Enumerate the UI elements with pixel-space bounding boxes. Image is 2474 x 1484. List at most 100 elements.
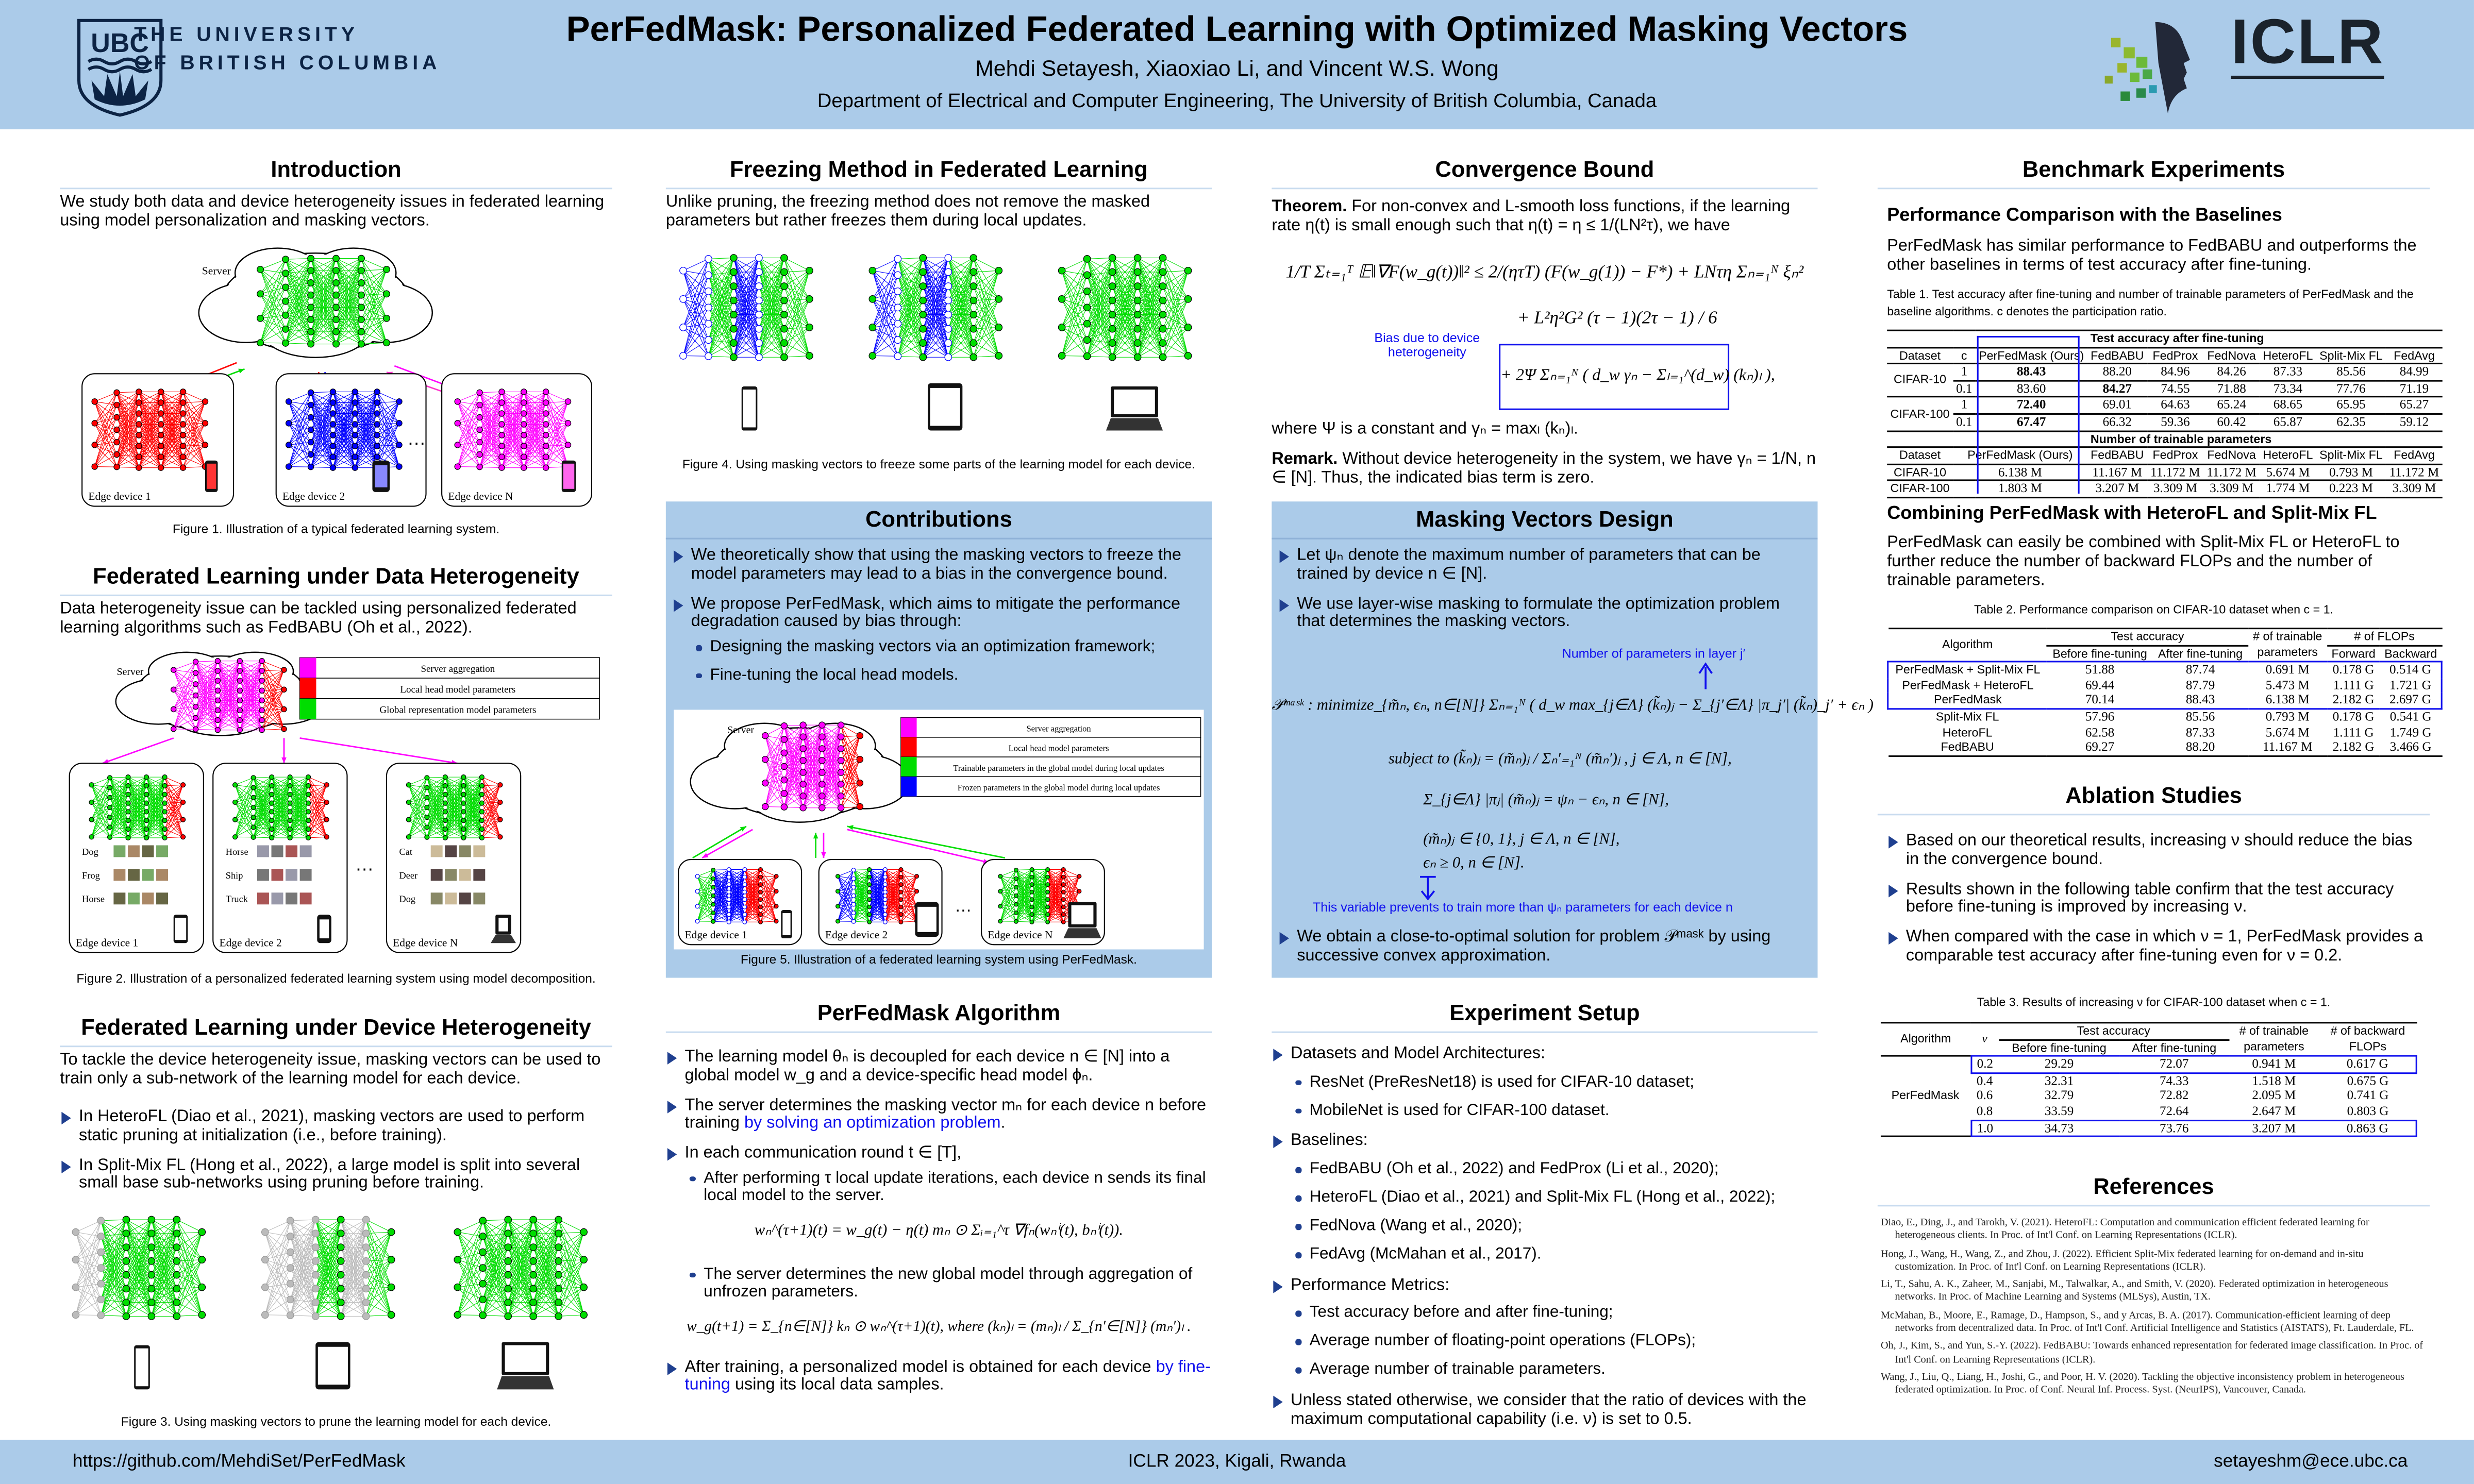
connection (784, 724, 804, 740)
connection (841, 735, 860, 749)
neuron (837, 745, 845, 752)
poster-title: PerFedMask: Personalized Federated Learn… (566, 9, 1908, 49)
connection (897, 356, 923, 358)
neuron (332, 255, 340, 262)
neuron (285, 420, 292, 427)
neuron (730, 254, 738, 262)
connection (759, 343, 784, 358)
connection (1086, 286, 1113, 308)
neuron (969, 339, 978, 347)
connection (260, 294, 286, 330)
connection (481, 819, 500, 838)
neuron (261, 1283, 269, 1291)
connection (803, 784, 823, 808)
connection (288, 392, 311, 467)
connection (126, 1302, 152, 1317)
connection (523, 413, 546, 468)
connection (733, 314, 759, 358)
neuron (136, 421, 142, 428)
connection (708, 272, 734, 324)
connection (760, 906, 777, 922)
connection (101, 1219, 126, 1221)
connection (445, 777, 464, 786)
neuron (995, 352, 1003, 360)
connection (176, 1302, 203, 1316)
connection (1086, 272, 1113, 357)
neuron (504, 1257, 512, 1265)
connection (290, 1247, 316, 1316)
legend-label: Server aggregation (1026, 723, 1091, 733)
neural-network (761, 721, 864, 812)
connection (288, 404, 311, 467)
connection (713, 895, 729, 907)
neuron (476, 389, 483, 396)
neuron (461, 783, 466, 789)
connection (733, 258, 759, 301)
connection (310, 417, 333, 435)
connection (872, 275, 898, 328)
connection (683, 259, 709, 299)
connection (482, 1220, 509, 1261)
neuron (107, 834, 113, 840)
neuron (179, 389, 187, 395)
connection (253, 794, 272, 837)
connection (288, 401, 311, 467)
connection (308, 784, 327, 786)
neuron (113, 463, 120, 470)
neuron (250, 785, 256, 790)
connection (377, 401, 399, 468)
connection (822, 724, 842, 749)
connection (408, 802, 427, 837)
neuron (726, 897, 731, 902)
neuron (1133, 268, 1142, 276)
neuron (837, 757, 845, 764)
connection (264, 1220, 291, 1315)
connection (1086, 275, 1113, 286)
neuron (1159, 353, 1167, 361)
edge-device-label: Edge device 2 (282, 490, 345, 502)
connection (783, 724, 804, 767)
connection (708, 291, 734, 315)
neuron (856, 732, 864, 739)
neuron (882, 882, 888, 887)
neuron (780, 339, 788, 347)
smartphone-icon (561, 460, 576, 492)
connection (285, 271, 311, 315)
connection (408, 807, 427, 820)
connection (923, 286, 949, 358)
connection (1062, 323, 1088, 328)
connection (286, 258, 311, 260)
neuron (851, 910, 856, 916)
neuron (352, 389, 358, 395)
connection (1086, 307, 1113, 329)
connection (872, 298, 898, 324)
sample-image-thumbnail (286, 892, 298, 905)
connection (340, 1261, 366, 1317)
connection (285, 301, 311, 308)
connection (182, 423, 206, 457)
connection (482, 1288, 509, 1316)
connection (853, 891, 870, 922)
connection (116, 402, 139, 467)
connection (457, 1299, 483, 1316)
neuron (1058, 295, 1066, 303)
neuron (476, 426, 483, 433)
connection (900, 876, 917, 878)
connection (683, 270, 709, 324)
connection (479, 392, 502, 467)
neuron (818, 804, 826, 812)
sample-image-thumbnail (113, 892, 126, 905)
connection (315, 1274, 341, 1317)
connection (445, 777, 464, 830)
connection (261, 689, 285, 720)
connection (897, 258, 924, 292)
connection (765, 735, 784, 807)
connection (697, 896, 714, 922)
connection (94, 423, 118, 467)
neuron (173, 1285, 181, 1293)
neuron (521, 410, 527, 417)
neuron (261, 1228, 269, 1236)
edge-device-label: Edge device 2 (825, 929, 888, 941)
neuron (281, 667, 287, 673)
neuron (1159, 325, 1167, 333)
